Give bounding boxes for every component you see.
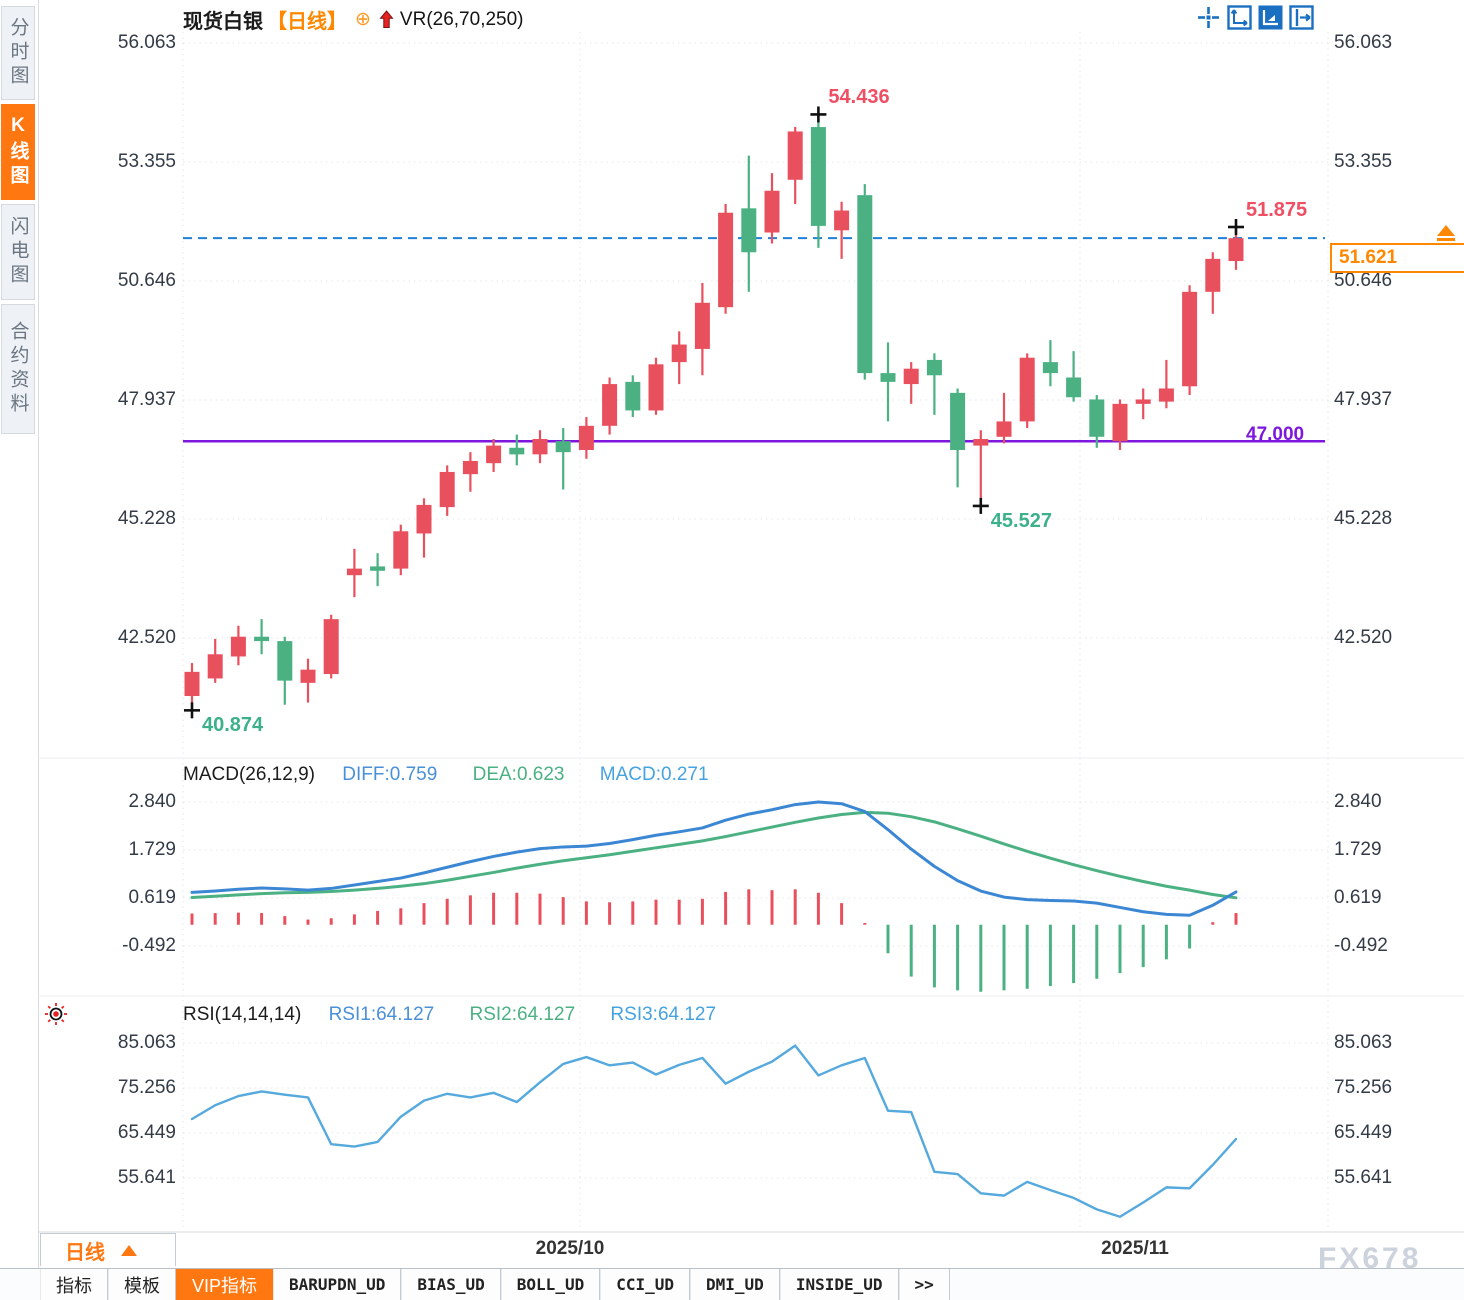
sidebar-tab-1[interactable]: K线图 [1, 104, 35, 200]
price-y-label-right: 56.063 [1334, 32, 1393, 53]
bottom-tab-5[interactable]: BOLL_UD [500, 1269, 601, 1300]
rsi-y-label: 55.641 [117, 1167, 176, 1188]
price-y-label-right: 45.228 [1334, 508, 1393, 530]
price-y-label: 47.937 [117, 389, 176, 411]
current-price-box: 51.621 [1330, 243, 1464, 273]
price-y-label: 53.355 [117, 150, 176, 172]
time-axis-label: 2025/10 [535, 1238, 605, 1259]
bottom-tab-8[interactable]: INSIDE_UD [779, 1269, 899, 1300]
price-annotation-swing_low: 45.527 [990, 509, 1052, 532]
rsi-header: RSI(14,14,14) RSI1:64.127 RSI2:64.127 RS… [183, 1004, 716, 1026]
rsi3-value: RSI3:64.127 [610, 1004, 717, 1025]
pan-crosshair-icon[interactable] [1196, 5, 1221, 30]
price-annotation-start_low: 40.874 [202, 714, 264, 737]
symbol-name: 现货白银 [183, 11, 263, 33]
price-y-label: 45.228 [117, 508, 176, 530]
sidebar-tab-2[interactable]: 闪电图 [1, 204, 35, 300]
time-axis-label: 2025/11 [1101, 1238, 1169, 1259]
macd-y-label-right: 0.619 [1334, 886, 1382, 908]
bottom-tab-2[interactable]: VIP指标 [176, 1269, 274, 1300]
price-y-label-right: 53.355 [1334, 150, 1393, 172]
bottom-tab-3[interactable]: BARUPDN_UD [273, 1269, 402, 1300]
price-y-label-right: 50.646 [1334, 270, 1393, 291]
macd-title: MACD(26,12,9) [183, 764, 315, 785]
indicator-sun-icon[interactable] [44, 1002, 68, 1026]
axis-range-icon[interactable] [1227, 5, 1252, 30]
indicator-tab-bar: 指标 模板 VIP指标 BARUPDN_UD BIAS_UD BOLL_UD CCI_UD D… [0, 1268, 1464, 1300]
bottom-tab-9[interactable]: >> [898, 1269, 950, 1300]
macd-y-label: 0.619 [128, 886, 176, 908]
price-y-label: 42.520 [117, 627, 176, 649]
vr-indicator-label: VR(26,70,250) [399, 8, 524, 30]
price-annotation-recent_high: 51.875 [1246, 199, 1308, 221]
chart-style-icon[interactable] [1258, 5, 1283, 30]
bottom-tab-6[interactable]: CCI_UD [600, 1269, 691, 1300]
rsi-y-label-right: 55.641 [1334, 1167, 1393, 1188]
bottom-tab-1[interactable]: 模板 [108, 1269, 176, 1300]
rsi-y-label-right: 85.063 [1334, 1032, 1393, 1053]
period-tag: 【日线】 [267, 11, 347, 33]
rsi-y-label-right: 75.256 [1334, 1077, 1393, 1098]
rsi-y-label: 65.449 [117, 1122, 176, 1143]
macd-diff-value: DIFF:0.759 [342, 764, 438, 785]
bottom-tab-0[interactable]: 指标 [40, 1269, 108, 1300]
price-y-label: 56.063 [117, 32, 176, 53]
rsi-title: RSI(14,14,14) [183, 1004, 302, 1025]
support-line-label: 47.000 [1246, 424, 1305, 445]
chart-title-bar: 现货白银 【日线】 ⊕ VR(26,70,250) [183, 5, 524, 34]
price-y-label-right: 47.937 [1334, 389, 1393, 411]
rsi2-value: RSI2:64.127 [469, 1004, 576, 1025]
macd-y-label: -0.492 [122, 935, 176, 956]
rsi-y-label: 85.063 [117, 1032, 176, 1053]
dock-right-icon[interactable] [1289, 5, 1314, 30]
sidebar-tab-0[interactable]: 分时图 [1, 6, 35, 100]
period-selector[interactable]: 日线 [40, 1233, 176, 1266]
price-y-label-right: 42.520 [1334, 627, 1393, 649]
macd-header: MACD(26,12,9) DIFF:0.759 DEA:0.623 MACD:… [183, 764, 709, 786]
price-annotation-peak: 54.436 [828, 86, 890, 109]
chart-toolbar [1196, 5, 1314, 30]
rsi-y-label: 75.256 [117, 1077, 176, 1098]
price-y-label: 50.646 [117, 270, 176, 291]
macd-dea-value: DEA:0.623 [472, 764, 565, 785]
macd-macd-value: MACD:0.271 [599, 764, 709, 785]
macd-y-label-right: 2.840 [1334, 790, 1382, 812]
chart-type-sidebar: 分时图 K线图闪电图合约资料 [0, 0, 39, 1300]
period-selector-label: 日线 [65, 1241, 105, 1264]
up-arrow-icon [379, 10, 394, 28]
macd-y-label: 1.729 [128, 839, 176, 860]
bottom-tab-4[interactable]: BIAS_UD [401, 1269, 501, 1300]
macd-y-label-right: 1.729 [1334, 839, 1382, 860]
macd-y-label-right: -0.492 [1334, 935, 1388, 956]
rsi1-value: RSI1:64.127 [328, 1004, 435, 1025]
rsi-y-label-right: 65.449 [1334, 1122, 1393, 1143]
macd-y-label: 2.840 [128, 790, 176, 812]
bottom-tab-7[interactable]: DMI_UD [690, 1269, 780, 1300]
sidebar-tab-3[interactable]: 合约资料 [1, 304, 35, 434]
chevron-up-icon [121, 1244, 137, 1256]
add-overlay-icon[interactable]: ⊕ [355, 9, 371, 30]
